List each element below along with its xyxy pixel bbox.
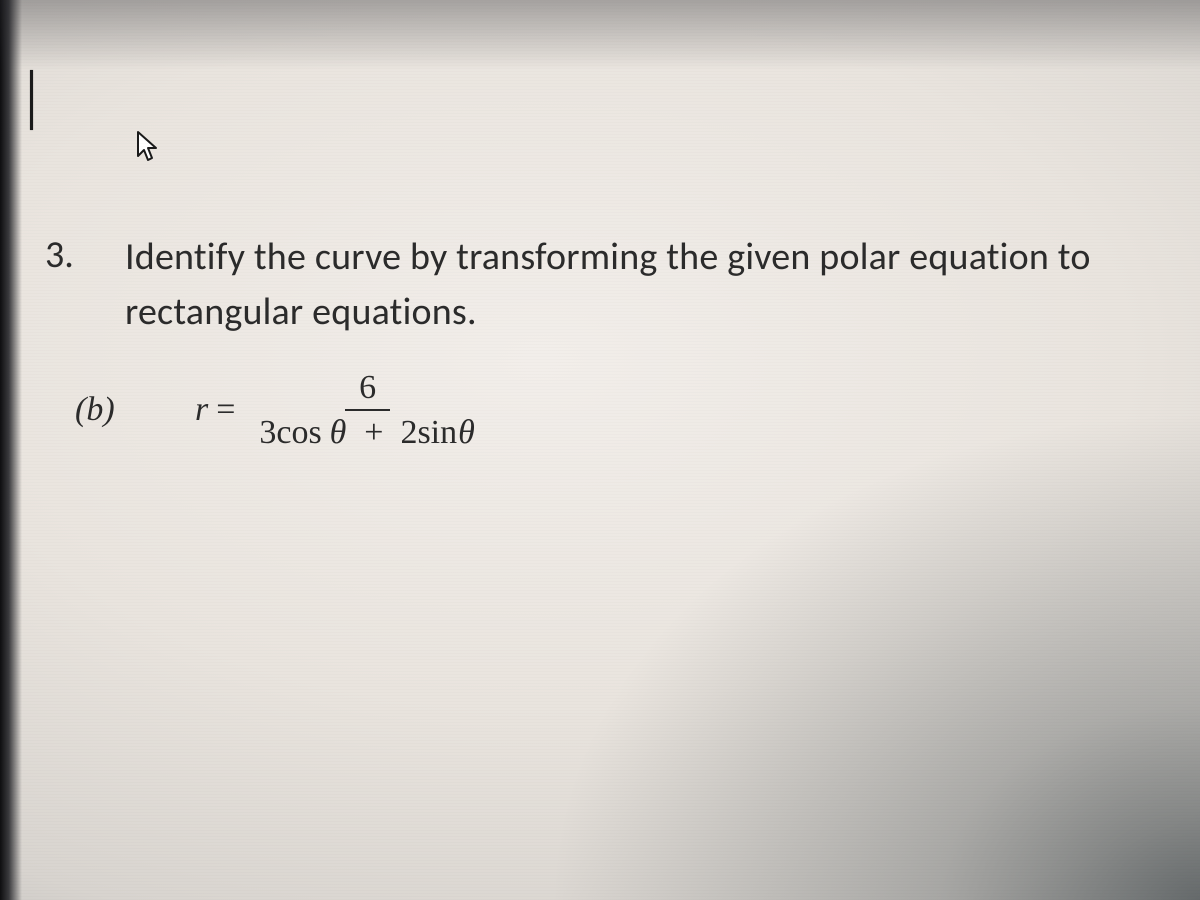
question-line-2: rectangular equations. [125,289,477,335]
question-number: 3. [45,230,125,278]
equation-lhs: r [195,391,208,429]
part-label: (b) [75,391,155,429]
den-fn-sin: sin [417,414,457,451]
fraction-numerator: 6 [345,366,390,411]
fraction-denominator: 3cos θ + 2sinθ [245,411,489,454]
equation-fraction: 6 3cos θ + 2sinθ [245,366,489,454]
question-row: 3. Identify the curve by transforming th… [45,230,1180,340]
equation-equals: = [216,391,235,429]
den-fn-cos: cos [276,414,321,451]
part-row: (b) r = 6 3cos θ + 2sinθ [45,366,1180,454]
den-coef-2: 2 [400,414,417,451]
den-coef-1: 3 [259,414,276,451]
den-theta-2: θ [457,414,476,451]
text-caret [30,70,33,130]
mouse-cursor-icon [135,130,163,171]
question-line-1: Identify the curve by transforming the g… [125,234,1091,280]
den-plus: + [364,414,383,451]
den-theta-1: θ [329,414,348,451]
question-text: Identify the curve by transforming the g… [125,230,1091,340]
screen-bezel-left [0,0,22,900]
question-block: 3. Identify the curve by transforming th… [45,230,1180,454]
top-glare [0,0,1200,70]
equation: r = 6 3cos θ + 2sinθ [195,366,490,454]
